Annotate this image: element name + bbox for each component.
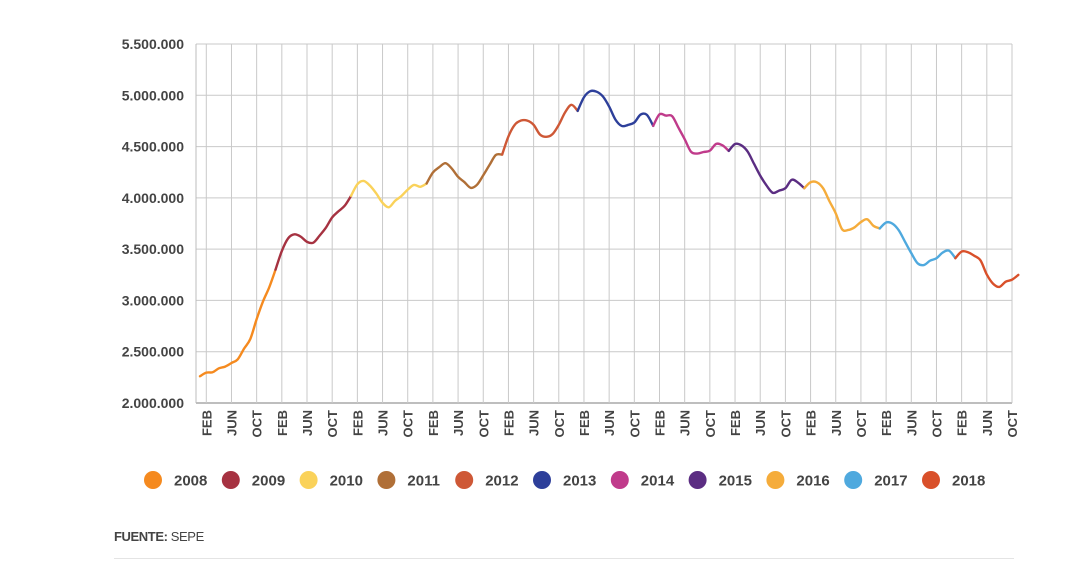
source-label: FUENTE: <box>114 529 168 544</box>
x-tick-label: FEB <box>501 410 516 436</box>
y-axis-ticks: 2.000.000 2.500.000 3.000.000 3.500.000 4.00… <box>122 36 184 411</box>
legend-swatch <box>766 471 785 489</box>
y-tick-label: 4.500.000 <box>122 139 184 155</box>
chart-grid <box>195 43 1013 404</box>
series-line-2015 <box>727 142 806 195</box>
legend-label: 2013 <box>563 473 596 490</box>
legend-label: 2018 <box>952 473 985 490</box>
x-tick-label: JUN <box>602 410 617 436</box>
legend-label: 2009 <box>252 473 285 490</box>
legend-item-2018: 2018 <box>922 471 985 490</box>
legend-item-2014: 2014 <box>610 471 675 490</box>
series-line-2010 <box>349 179 428 209</box>
x-tick-label: JUN <box>224 410 239 436</box>
legend-label: 2008 <box>174 473 207 490</box>
legend-label: 2017 <box>874 473 907 490</box>
series-line-2012 <box>500 103 579 156</box>
x-tick-label: OCT <box>1005 410 1020 438</box>
x-tick-label: OCT <box>401 410 416 438</box>
legend-label: 2011 <box>407 473 440 490</box>
series-lines <box>198 89 1020 378</box>
x-tick-label: FEB <box>199 410 214 436</box>
legend-swatch <box>377 471 396 489</box>
x-tick-label: OCT <box>703 410 718 438</box>
y-tick-label: 4.000.000 <box>122 190 184 206</box>
x-tick-label: OCT <box>627 410 642 438</box>
x-tick-label: OCT <box>929 410 944 438</box>
legend-label: 2014 <box>641 473 675 490</box>
series-line-2013 <box>576 89 655 128</box>
series-line-2011 <box>425 152 504 190</box>
x-tick-label: OCT <box>325 410 340 438</box>
source-divider <box>114 558 1014 559</box>
legend-label: 2016 <box>796 473 829 490</box>
x-tick-label: OCT <box>250 410 265 438</box>
x-tick-label: FEB <box>653 410 668 436</box>
x-axis-ticks: FEB JUN OCT FEB JUN OCT FEB JUN OCT FEB JUN OCT FEB J… <box>199 410 1020 438</box>
x-tick-label: OCT <box>854 410 869 438</box>
y-tick-label: 2.500.000 <box>122 344 184 360</box>
x-tick-label: FEB <box>426 410 441 436</box>
y-tick-label: 3.500.000 <box>122 241 184 257</box>
x-tick-label: FEB <box>728 410 743 436</box>
x-tick-label: JUN <box>300 410 315 436</box>
x-tick-label: FEB <box>879 410 894 436</box>
x-tick-label: JUN <box>451 410 466 436</box>
x-tick-label: JUN <box>376 410 391 436</box>
series-line-2014 <box>652 112 730 155</box>
source-value: SEPE <box>170 529 204 544</box>
x-tick-label: OCT <box>778 410 793 438</box>
x-tick-label: FEB <box>955 410 970 436</box>
x-tick-label: FEB <box>350 410 365 436</box>
legend-label: 2012 <box>485 473 518 490</box>
legend-item-2009: 2009 <box>221 471 285 490</box>
x-tick-label: FEB <box>804 410 819 436</box>
x-tick-label: JUN <box>829 410 844 436</box>
series-line-2009 <box>274 194 353 271</box>
legend-swatch <box>922 471 940 489</box>
source-note: FUENTE: SEPE <box>114 529 204 544</box>
x-tick-label: JUN <box>904 410 919 436</box>
legend-swatch <box>144 471 162 489</box>
series-line-2018 <box>954 249 1020 289</box>
legend-item-2011: 2011 <box>377 471 440 490</box>
legend-swatch <box>455 471 474 489</box>
legend-label: 2010 <box>330 473 363 490</box>
x-tick-label: FEB <box>577 410 592 436</box>
x-tick-label: OCT <box>476 410 491 438</box>
legend-item-2008: 2008 <box>144 471 207 490</box>
x-tick-label: JUN <box>527 410 542 436</box>
y-tick-label: 2.000.000 <box>122 395 184 411</box>
legend-item-2013: 2013 <box>533 471 596 490</box>
legend-swatch <box>688 471 707 489</box>
chart-legend: 2008 2009 2010 2011 2012 2013 2014 2015 2016 2017… <box>144 471 985 490</box>
y-tick-label: 5.500.000 <box>122 36 184 52</box>
legend-item-2016: 2016 <box>766 471 830 490</box>
x-tick-label: JUN <box>980 410 995 436</box>
x-tick-label: FEB <box>275 410 290 436</box>
series-line-2008 <box>198 268 277 378</box>
legend-swatch <box>610 471 629 489</box>
x-tick-label: JUN <box>678 410 693 436</box>
legend-item-2015: 2015 <box>688 471 752 490</box>
legend-label: 2015 <box>719 473 752 490</box>
legend-swatch <box>221 471 240 489</box>
legend-swatch <box>844 471 863 489</box>
y-tick-label: 3.000.000 <box>122 292 184 308</box>
y-tick-label: 5.000.000 <box>122 87 184 103</box>
x-tick-label: JUN <box>753 410 768 436</box>
series-line-2017 <box>878 220 957 267</box>
legend-swatch <box>533 471 551 489</box>
legend-swatch <box>299 471 318 489</box>
legend-item-2012: 2012 <box>455 471 519 490</box>
legend-item-2010: 2010 <box>299 471 363 490</box>
x-tick-label: OCT <box>552 410 567 438</box>
legend-item-2017: 2017 <box>844 471 908 490</box>
series-line-2016 <box>803 180 882 232</box>
